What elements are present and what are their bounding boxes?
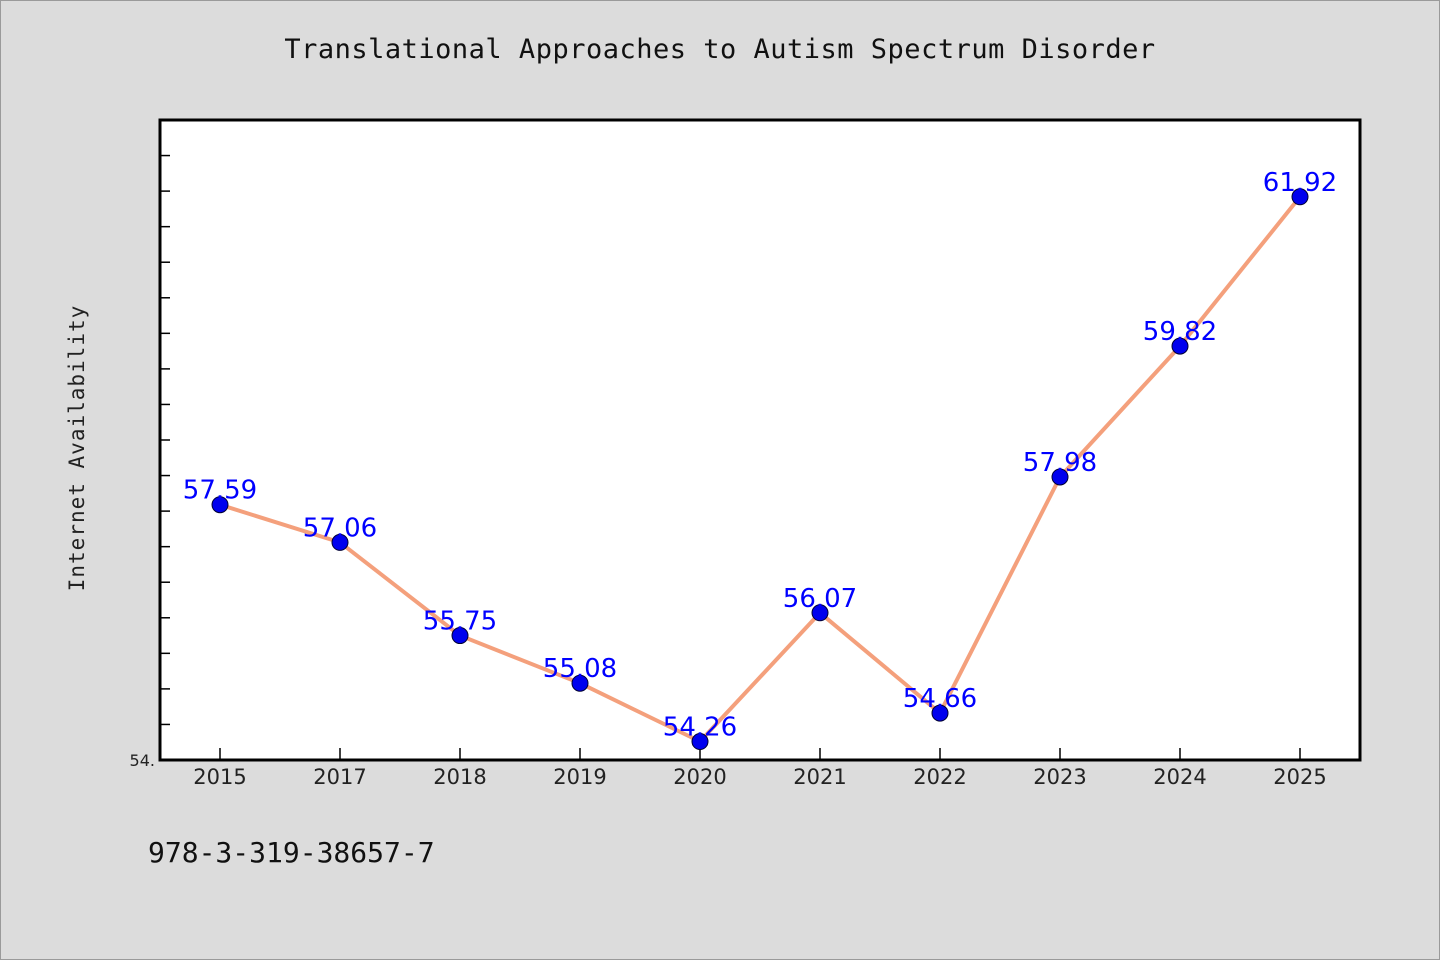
- data-label: 57.98: [1023, 448, 1097, 478]
- x-tick-label: 2025: [1273, 765, 1326, 789]
- data-label: 56.07: [783, 584, 857, 614]
- isbn-label: 978-3-319-38657-7: [148, 836, 435, 869]
- data-point: [331, 533, 349, 551]
- data-point: [691, 733, 709, 751]
- data-point: [931, 704, 949, 722]
- data-point: [1051, 468, 1069, 486]
- data-point: [1171, 337, 1189, 355]
- data-label: 59.82: [1143, 317, 1217, 347]
- x-tick-label: 2023: [1033, 765, 1086, 789]
- data-point: [451, 627, 469, 645]
- x-tick-label: 2015: [193, 765, 246, 789]
- data-point: [1291, 188, 1309, 206]
- x-tick-label: 2022: [913, 765, 966, 789]
- data-label: 55.75: [423, 607, 497, 637]
- x-tick-label: 2018: [433, 765, 486, 789]
- data-label: 57.59: [183, 476, 257, 506]
- data-point: [571, 674, 589, 692]
- x-tick-label: 2020: [673, 765, 726, 789]
- data-point: [811, 604, 829, 622]
- x-axis-ticks: 2015 2017 2018 2019 2020 2021 2022 2023 2024 2025: [193, 748, 1327, 789]
- x-tick-label: 2017: [313, 765, 366, 789]
- chart-title: Translational Approaches to Autism Spect…: [284, 34, 1156, 65]
- data-label: 55.08: [543, 654, 617, 684]
- data-point: [211, 496, 229, 514]
- y-min-tick-label: 54.: [130, 751, 155, 770]
- data-label: 61.92: [1263, 168, 1337, 198]
- data-label: 54.66: [903, 684, 977, 714]
- data-points: [211, 188, 1309, 751]
- y-axis-ticks: [160, 154, 170, 726]
- series-line: [218, 194, 1302, 744]
- x-tick-label: 2019: [553, 765, 606, 789]
- x-tick-label: 2021: [793, 765, 846, 789]
- data-labels: 57.59 57.06 55.75 55.08 54.26 56.07 54.66 57.98…: [183, 168, 1337, 743]
- data-label: 54.26: [663, 713, 737, 743]
- plot-area: [158, 118, 1362, 762]
- data-label: 57.06: [303, 513, 377, 543]
- x-tick-label: 2024: [1153, 765, 1206, 789]
